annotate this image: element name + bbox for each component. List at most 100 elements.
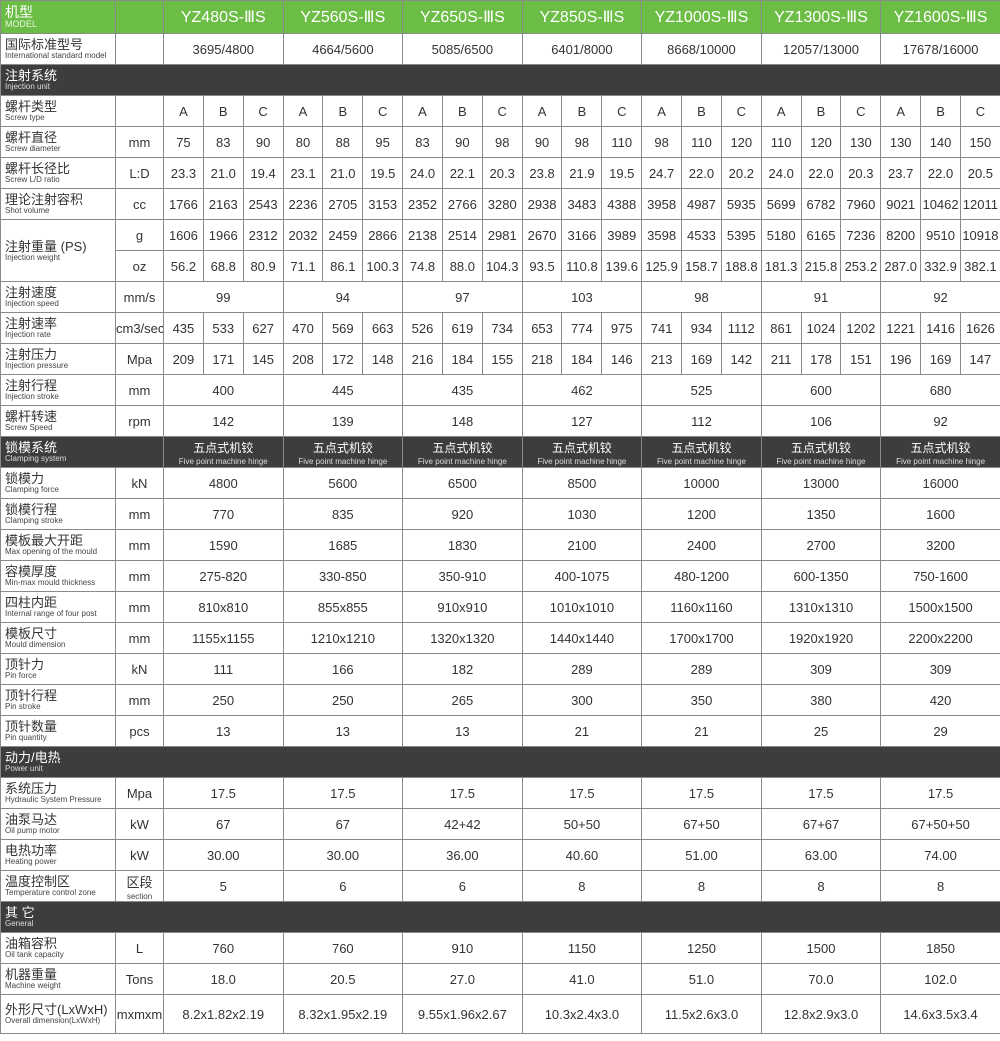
label-en: Screw diameter <box>5 144 61 153</box>
value-cell: 1200 <box>641 498 762 530</box>
value-cell: 71.1 <box>282 250 324 282</box>
table-row: 注射速率 Injection rate cm3/sec 435 533 627 470 569… <box>0 312 1000 344</box>
label-cn: 电热功率 <box>5 843 58 858</box>
value-cell: 4987 <box>681 188 722 220</box>
label-cn: 锁模力 <box>5 471 45 486</box>
row-label: 国际标准型号 International standard model <box>0 33 116 65</box>
label-cn: 模板最大开距 <box>5 533 84 548</box>
unit-cell: L:D <box>115 157 164 189</box>
label-cn: 注射系统 <box>5 68 58 83</box>
value-cell: 10.3x2.4x3.0 <box>521 994 643 1034</box>
row-label: 螺杆长径比 Screw L/D ratio <box>0 157 116 189</box>
value-cell: 56.2 <box>163 250 204 282</box>
value-cell: 21 <box>641 715 762 747</box>
value-cell: 21.0 <box>322 157 364 189</box>
model-name: YZ480S-ⅢS <box>163 0 284 34</box>
value-cell: 2938 <box>521 188 563 220</box>
row-label: 注射速率 Injection rate <box>0 312 116 344</box>
value-cell: 67 <box>163 808 284 840</box>
value-cell: 435 <box>402 374 523 406</box>
value-cell: 99 <box>163 281 284 313</box>
value-cell: 1920x1920 <box>760 622 882 654</box>
row-label: 模板最大开距 Max opening of the mould <box>0 529 116 561</box>
value-cell: 11.5x2.6x3.0 <box>641 994 762 1034</box>
value-cell: 1030 <box>521 498 643 530</box>
value-cell: 139 <box>282 405 404 437</box>
unit-cell: kW <box>115 839 164 871</box>
label-en: Screw type <box>5 113 45 122</box>
hinge-en: Five point machine hinge <box>298 456 388 466</box>
value-cell: 5 <box>163 870 284 902</box>
label-en: Injection stroke <box>5 392 59 401</box>
unit-cell: pcs <box>115 715 164 747</box>
value-cell: 17.5 <box>760 777 882 809</box>
value-cell: 139.6 <box>601 250 643 282</box>
value-cell: 6 <box>282 870 404 902</box>
value-cell: 67+67 <box>760 808 882 840</box>
value-cell: 51.0 <box>641 963 762 995</box>
value-cell: 8 <box>521 870 643 902</box>
value-cell: 10000 <box>641 467 762 499</box>
hinge-cn: 五点式机铰 <box>432 440 493 455</box>
label-cn: 机器重量 <box>5 967 58 982</box>
row-label: 螺杆转速 Screw Speed <box>0 405 116 437</box>
value-cell: 148 <box>362 343 404 375</box>
row-label: 外形尺寸(LxWxH) Overall dimension(LxWxH) <box>0 994 116 1034</box>
value-cell: 1112 <box>720 312 762 344</box>
table-row: 四柱内距 Internal range of four post mm 810x810… <box>0 591 1000 623</box>
value-cell: 94 <box>282 281 404 313</box>
value-cell: 480-1200 <box>641 560 762 592</box>
value-cell: 106 <box>760 405 882 437</box>
section-header: 注射系统 Injection unit <box>0 64 1000 96</box>
value-cell: 5935 <box>720 188 762 220</box>
value-cell: 3695/4800 <box>163 33 284 65</box>
unit-cell: kN <box>115 467 164 499</box>
value-cell: 74.8 <box>402 250 443 282</box>
label-cn: 注射速率 <box>5 316 58 331</box>
value-cell: 2100 <box>521 529 643 561</box>
table-row: 顶针数量 Pin quantity pcs 13 13 13 21 21 25 29 <box>0 715 1000 747</box>
value-cell: 67+50+50 <box>880 808 1000 840</box>
value-cell: 120 <box>720 126 762 158</box>
label-en: Heating power <box>5 857 57 866</box>
value-cell: 68.8 <box>202 250 244 282</box>
value-cell: 600 <box>760 374 882 406</box>
unit-cell: L <box>115 932 164 964</box>
unit-cell <box>115 33 164 65</box>
value-cell: 12.8x2.9x3.0 <box>760 994 882 1034</box>
value-cell: 5180 <box>760 219 802 251</box>
value-cell: B <box>800 95 842 127</box>
unit-cell: kW <box>115 808 164 840</box>
row-label: 容模厚度 Min-max mould thickness <box>0 560 116 592</box>
value-cell: 98 <box>641 126 683 158</box>
value-cell: B <box>441 95 483 127</box>
label-en: International standard model <box>5 51 107 60</box>
value-cell: 250 <box>282 684 404 716</box>
value-cell: 287.0 <box>880 250 922 282</box>
value-cell: 12011 <box>959 188 1000 220</box>
label-en: Overall dimension(LxWxH) <box>5 1016 101 1025</box>
value-cell: 86.1 <box>322 250 364 282</box>
label-cn: 机型 <box>5 4 33 20</box>
value-cell: 350-910 <box>402 560 523 592</box>
value-cell: 445 <box>282 374 404 406</box>
table-row: 电热功率 Heating power kW 30.00 30.00 36.00 40.60 5… <box>0 839 1000 871</box>
value-cell: 24.0 <box>760 157 802 189</box>
value-cell: 10462 <box>920 188 961 220</box>
value-cell: 92 <box>880 281 1000 313</box>
label-cn: 油箱容积 <box>5 936 58 951</box>
row-label: 机器重量 Machine weight <box>0 963 116 995</box>
label-en: Injection unit <box>5 82 50 91</box>
value-cell: 50+50 <box>521 808 643 840</box>
value-cell: 934 <box>681 312 722 344</box>
value-cell: 6401/8000 <box>521 33 643 65</box>
value-cell: 110 <box>760 126 802 158</box>
value-cell: 8.32x1.95x2.19 <box>282 994 404 1034</box>
label-en: Pin force <box>5 671 37 680</box>
label-en: Clamping stroke <box>5 516 63 525</box>
value-cell: 178 <box>800 343 842 375</box>
value-cell: 142 <box>163 405 284 437</box>
value-cell: 216 <box>402 343 443 375</box>
value-cell: 1606 <box>163 219 204 251</box>
value-cell: 20.3 <box>481 157 523 189</box>
